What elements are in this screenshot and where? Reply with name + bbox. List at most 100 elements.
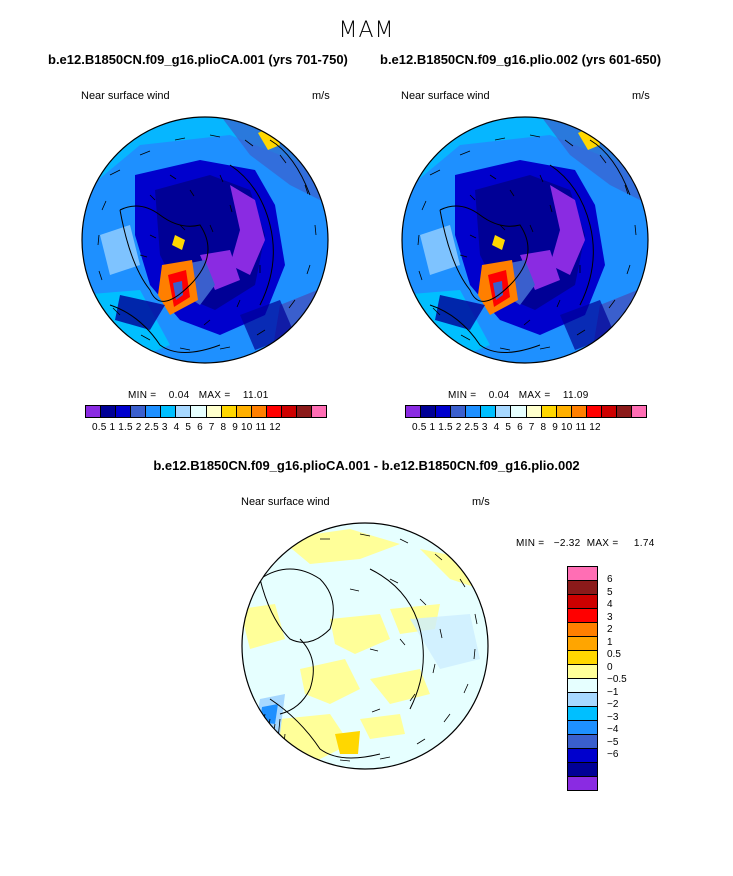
panel2-max-value: 11.09 <box>562 390 589 401</box>
panel1-title: b.e12.B1850CN.f09_g16.plioCA.001 (yrs 70… <box>48 52 348 67</box>
panel3-min-label: MIN = <box>516 538 545 549</box>
panel1-colorbar-swatch <box>101 406 117 417</box>
panel1-colorbar <box>85 405 327 418</box>
panel3-colorbar-swatch <box>568 707 597 721</box>
panel2-title: b.e12.B1850CN.f09_g16.plio.002 (yrs 601-… <box>380 52 662 67</box>
panel3-colorbar-swatch <box>568 679 597 693</box>
panel1-low-wind-region <box>230 185 265 275</box>
panel3-colorbar-swatch <box>568 581 597 595</box>
panel1-units-label: m/s <box>312 90 330 102</box>
panel1-coastlines <box>109 139 311 353</box>
panel3-colorbar-label: −4 <box>607 724 619 735</box>
panel3-colorbar-swatch <box>568 595 597 609</box>
panel3-colorbar-label: 1 <box>607 636 613 648</box>
panel2-min-value: 0.04 <box>488 390 510 401</box>
panel3-units-label: m/s <box>472 496 490 508</box>
panel3-colorbar-label: −2 <box>607 699 619 710</box>
panel3-colorbar-label: −1 <box>607 686 619 698</box>
panel3-colorbar-swatch <box>568 567 597 581</box>
panel3-colorbar-swatch <box>568 763 597 777</box>
panel3-colorbar-swatch <box>568 623 597 637</box>
panel3-colorbar-labels: 6 5 4 3 2 1 0.5 0 −0.5 −1 −2 −3 −4 −5 −6 <box>607 574 627 762</box>
panel2-colorbar-swatch <box>631 406 646 417</box>
panel2-min-label: MIN = <box>448 390 477 401</box>
panel1-colorbar-swatch <box>191 406 207 417</box>
panel1-colorbar-swatch <box>266 406 282 417</box>
panel3-colorbar-label: 4 <box>607 599 613 610</box>
panel1-variable-label: Near surface wind <box>81 90 170 102</box>
panel2-colorbar-swatch <box>526 406 542 417</box>
panel3-colorbar-swatch <box>568 651 597 665</box>
panel2-colorbar-swatch <box>436 406 452 417</box>
panel3-colorbar-label: −0.5 <box>607 674 627 685</box>
panel2-colorbar-swatch <box>541 406 557 417</box>
season-title: MAM <box>338 18 395 43</box>
panel1-colorbar-swatch <box>311 406 326 417</box>
panel3-colorbar-label: 0.5 <box>607 649 621 660</box>
panel1-colorbar-swatch <box>236 406 252 417</box>
panel2-colorbar-swatch <box>586 406 602 417</box>
panel3-colorbar-swatch <box>568 693 597 707</box>
panel3-polar-map <box>241 522 489 770</box>
panel3-colorbar-swatch <box>568 777 597 790</box>
panel2-coastlines <box>429 139 631 353</box>
panel1-wind-vectors <box>97 134 317 351</box>
panel3-colorbar-label: −3 <box>607 711 619 723</box>
panel1-colorbar-swatch <box>161 406 177 417</box>
panel1-min-label: MIN = <box>128 390 157 401</box>
panel3-colorbar <box>567 566 598 791</box>
panel1-colorbar-swatch <box>131 406 147 417</box>
panel1-max-label: MAX = <box>198 390 231 401</box>
panel3-colorbar-label: 3 <box>607 611 613 623</box>
panel2-colorbar-swatch <box>451 406 467 417</box>
panel2-colorbar-ticks: 0.5 1 1.5 2 2.5 3 4 5 6 7 8 9 10 11 12 <box>412 422 601 433</box>
panel2-max-label: MAX = <box>518 390 551 401</box>
panel1-min-value: 0.04 <box>168 390 190 401</box>
panel2-colorbar-swatch <box>616 406 632 417</box>
panel2-colorbar-swatch <box>421 406 437 417</box>
panel3-colorbar-label: 2 <box>607 624 613 635</box>
panel2-colorbar-swatch <box>571 406 587 417</box>
panel3-colorbar-swatch <box>568 749 597 763</box>
panel2-polar-map <box>401 116 649 364</box>
panel1-max-value: 11.01 <box>242 390 269 401</box>
panel3-positive-anomaly <box>280 529 400 564</box>
panel1-polar-map <box>81 116 329 364</box>
panel1-colorbar-swatch <box>86 406 102 417</box>
panel3-colorbar-label: −6 <box>607 749 619 760</box>
panel3-title: b.e12.B1850CN.f09_g16.plioCA.001 - b.e12… <box>153 458 580 473</box>
panel1-colorbar-swatch <box>296 406 312 417</box>
panel2-colorbar-swatch <box>556 406 572 417</box>
panel2-colorbar-swatch <box>511 406 527 417</box>
panel2-colorbar-swatch <box>406 406 422 417</box>
panel3-variable-label: Near surface wind <box>241 496 330 508</box>
panel1-colorbar-swatch <box>251 406 267 417</box>
panel3-colorbar-swatch <box>568 735 597 749</box>
panel2-low-wind-region <box>550 185 585 275</box>
panel1-colorbar-swatch <box>116 406 132 417</box>
panel1-colorbar-swatch <box>206 406 222 417</box>
panel3-colorbar-label: −5 <box>607 736 619 748</box>
panel3-colorbar-label: 6 <box>607 574 613 585</box>
panel3-colorbar-label: 5 <box>607 586 613 598</box>
panel3-max-label: MAX = <box>586 538 619 549</box>
panel3-coastlines <box>259 568 424 759</box>
panel2-variable-label: Near surface wind <box>401 90 490 102</box>
panel1-colorbar-swatch <box>281 406 297 417</box>
panel1-colorbar-swatch <box>176 406 192 417</box>
panel2-wind-vectors <box>417 134 637 351</box>
panel2-colorbar-swatch <box>466 406 482 417</box>
panel1-colorbar-ticks: 0.5 1 1.5 2 2.5 3 4 5 6 7 8 9 10 11 12 <box>92 422 281 433</box>
panel3-colorbar-label: 0 <box>607 661 613 673</box>
panel3-min-value: −2.32 <box>553 538 581 549</box>
panel2-colorbar <box>405 405 647 418</box>
panel2-colorbar-swatch <box>481 406 497 417</box>
panel2-colorbar-swatch <box>601 406 617 417</box>
panel2-colorbar-swatch <box>496 406 512 417</box>
panel3-colorbar-swatch <box>568 665 597 679</box>
panel1-colorbar-swatch <box>221 406 237 417</box>
panel2-units-label: m/s <box>632 90 650 102</box>
panel3-colorbar-swatch <box>568 637 597 651</box>
panel1-colorbar-swatch <box>146 406 162 417</box>
panel3-max-value: 1.74 <box>633 538 655 549</box>
